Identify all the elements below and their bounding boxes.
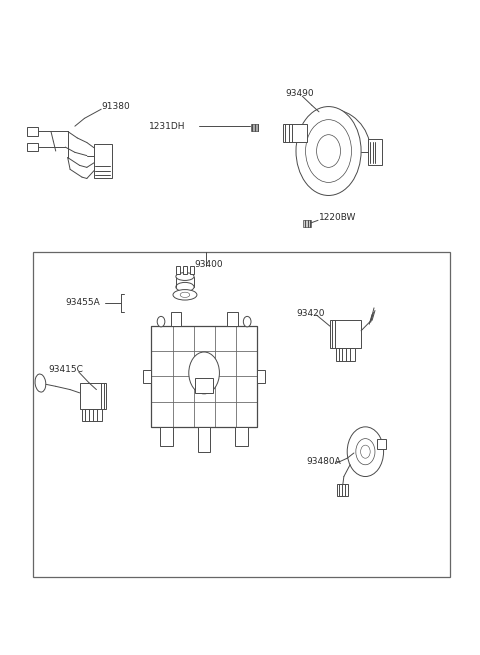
Circle shape [189, 352, 219, 394]
Ellipse shape [176, 282, 194, 291]
Bar [257, 369, 265, 383]
Bar [303, 220, 311, 227]
Bar [172, 326, 193, 351]
Text: 93455A: 93455A [65, 298, 100, 307]
Bar [176, 266, 180, 274]
Text: 93480A: 93480A [306, 457, 341, 466]
Bar [152, 351, 172, 376]
Text: 91380: 91380 [101, 102, 130, 111]
Bar [152, 402, 172, 427]
Bar [215, 376, 236, 402]
Bar [33, 252, 450, 577]
Bar [193, 376, 215, 402]
Bar [172, 402, 193, 427]
Text: 1231DH: 1231DH [149, 122, 186, 131]
Bar [183, 266, 187, 274]
Circle shape [306, 120, 351, 182]
Bar [82, 409, 102, 421]
Bar [330, 320, 361, 348]
Text: 93415C: 93415C [48, 365, 84, 375]
Bar [377, 440, 386, 449]
Bar [152, 326, 172, 351]
Bar [190, 266, 193, 274]
Bar [283, 124, 307, 142]
Bar [215, 326, 236, 351]
Bar [27, 143, 37, 151]
Bar [193, 351, 215, 376]
Bar [236, 326, 257, 351]
Ellipse shape [176, 272, 194, 280]
Bar [236, 376, 257, 402]
Bar [172, 376, 193, 402]
Text: 93490: 93490 [286, 89, 314, 98]
Circle shape [347, 427, 384, 477]
Bar [236, 402, 257, 427]
Text: 93400: 93400 [194, 259, 223, 269]
Bar [152, 376, 172, 402]
Bar [160, 427, 173, 447]
Ellipse shape [180, 292, 190, 297]
Bar [172, 351, 193, 376]
Bar [336, 484, 348, 496]
Text: 93420: 93420 [297, 309, 325, 318]
Circle shape [157, 316, 165, 327]
Bar [215, 402, 236, 427]
Bar [368, 140, 382, 166]
Bar [193, 402, 215, 427]
Bar [193, 326, 215, 351]
Text: 1220BW: 1220BW [319, 213, 356, 222]
Bar [227, 312, 238, 326]
Ellipse shape [173, 290, 197, 300]
Bar [236, 351, 257, 376]
Bar [152, 326, 257, 427]
Bar [198, 427, 210, 452]
Bar [195, 378, 213, 392]
Bar [94, 145, 112, 178]
Bar [251, 124, 258, 132]
Circle shape [317, 135, 340, 168]
Circle shape [356, 439, 375, 465]
Ellipse shape [35, 374, 46, 392]
Bar [235, 427, 248, 447]
Bar [80, 383, 106, 409]
Circle shape [243, 316, 251, 327]
Circle shape [360, 445, 370, 458]
Circle shape [296, 107, 361, 195]
Bar [143, 369, 152, 383]
Bar [336, 348, 355, 362]
Bar [170, 312, 181, 326]
Bar [27, 128, 37, 136]
Bar [215, 351, 236, 376]
